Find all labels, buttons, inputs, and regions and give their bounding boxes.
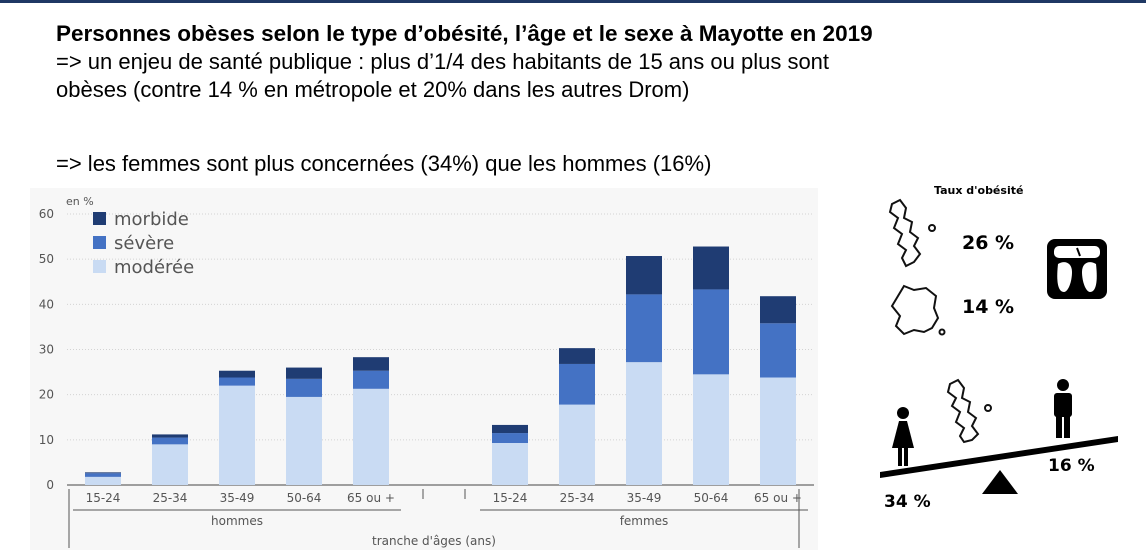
subtitle-line-2: obèses (contre 14 % en métropole et 20% … — [56, 77, 690, 102]
y-tick-label: 40 — [39, 297, 54, 311]
side-panel-title: Taux d'obésité — [934, 184, 1024, 197]
men-rate: 16 % — [1048, 456, 1095, 476]
france-map-icon — [890, 284, 946, 336]
bar-segment — [760, 377, 796, 485]
page-title: Personnes obèses selon le type d’obésité… — [56, 21, 873, 46]
y-tick-label: 30 — [39, 343, 54, 357]
bar-segment — [693, 289, 729, 375]
bar-segment — [85, 472, 121, 474]
side-panel: Taux d'obésité 26 % 14 % 16 % 34 % — [870, 180, 1146, 557]
legend-label: sévère — [114, 233, 174, 254]
bar-segment — [353, 357, 389, 371]
header-block: Personnes obèses selon le type d’obésité… — [56, 20, 1136, 104]
women-rate: 34 % — [884, 492, 931, 512]
bar-segment — [760, 296, 796, 324]
bar-segment — [286, 378, 322, 397]
bar-segment — [219, 385, 255, 485]
x-tick-label: 50-64 — [694, 491, 729, 505]
bar-segment — [353, 388, 389, 485]
y-unit-label: en % — [66, 195, 94, 208]
y-tick-label: 0 — [46, 478, 54, 492]
x-tick-label: 25-34 — [560, 491, 595, 505]
bar-segment — [152, 437, 188, 445]
x-tick-label: 15-24 — [86, 491, 121, 505]
bar-segment — [286, 367, 322, 379]
bar-segment — [492, 442, 528, 485]
woman-icon — [892, 407, 914, 466]
bar-segment — [693, 246, 729, 290]
x-tick-label: 65 ou + — [754, 491, 802, 505]
bar-segment — [626, 294, 662, 363]
bar-segment — [353, 370, 389, 389]
bar-segment — [286, 396, 322, 485]
bar-segment — [152, 434, 188, 438]
bar-segment — [492, 424, 528, 434]
bar-segment — [760, 323, 796, 378]
bar-segment — [219, 370, 255, 378]
y-tick-label: 20 — [39, 388, 54, 402]
x-tick-label: 65 ou + — [347, 491, 395, 505]
man-icon — [1054, 379, 1072, 438]
bar-segment — [693, 374, 729, 485]
x-tick-label: 50-64 — [287, 491, 322, 505]
bar-segment — [85, 476, 121, 485]
legend-swatch — [93, 236, 106, 249]
bar-segment — [152, 444, 188, 485]
x-tick-label: 35-49 — [627, 491, 662, 505]
mayotte-rate: 26 % — [962, 232, 1015, 254]
legend-swatch — [93, 260, 106, 273]
bar-segment — [219, 377, 255, 386]
legend-swatch — [93, 212, 106, 225]
group-label: hommes — [211, 514, 263, 528]
subtitle-line-3: => les femmes sont plus concernées (34%)… — [56, 151, 712, 176]
y-tick-label: 60 — [39, 207, 54, 221]
stacked-bar-chart: 0 10 20 30 40 50 60 en % 15-24 25-34 35-49 50-64 65 … — [30, 188, 818, 550]
mayotte-balance-map-icon — [946, 378, 992, 444]
bar-segment — [492, 433, 528, 443]
subtitle-line-1: => un enjeu de santé publique : plus d’1… — [56, 49, 830, 74]
bar-segment — [626, 256, 662, 295]
bar-segment — [559, 404, 595, 485]
balance-icon — [880, 436, 1118, 494]
bar-segment — [559, 348, 595, 364]
bar-segment — [559, 363, 595, 405]
bar-segment — [85, 473, 121, 477]
france-rate: 14 % — [962, 296, 1015, 318]
x-tick-label: 15-24 — [493, 491, 528, 505]
group-label: femmes — [620, 514, 669, 528]
x-tick-label: 25-34 — [153, 491, 188, 505]
y-tick-label: 50 — [39, 252, 54, 266]
x-tick-label: 35-49 — [220, 491, 255, 505]
x-axis-title: tranche d'âges (ans) — [372, 534, 496, 548]
mayotte-map-icon — [888, 198, 936, 268]
top-border-line — [0, 0, 1146, 3]
bar-segment — [626, 362, 662, 485]
y-tick-label: 10 — [39, 433, 54, 447]
legend-label: morbide — [114, 209, 189, 230]
scale-icon — [1047, 239, 1107, 299]
legend-label: modérée — [114, 257, 194, 278]
